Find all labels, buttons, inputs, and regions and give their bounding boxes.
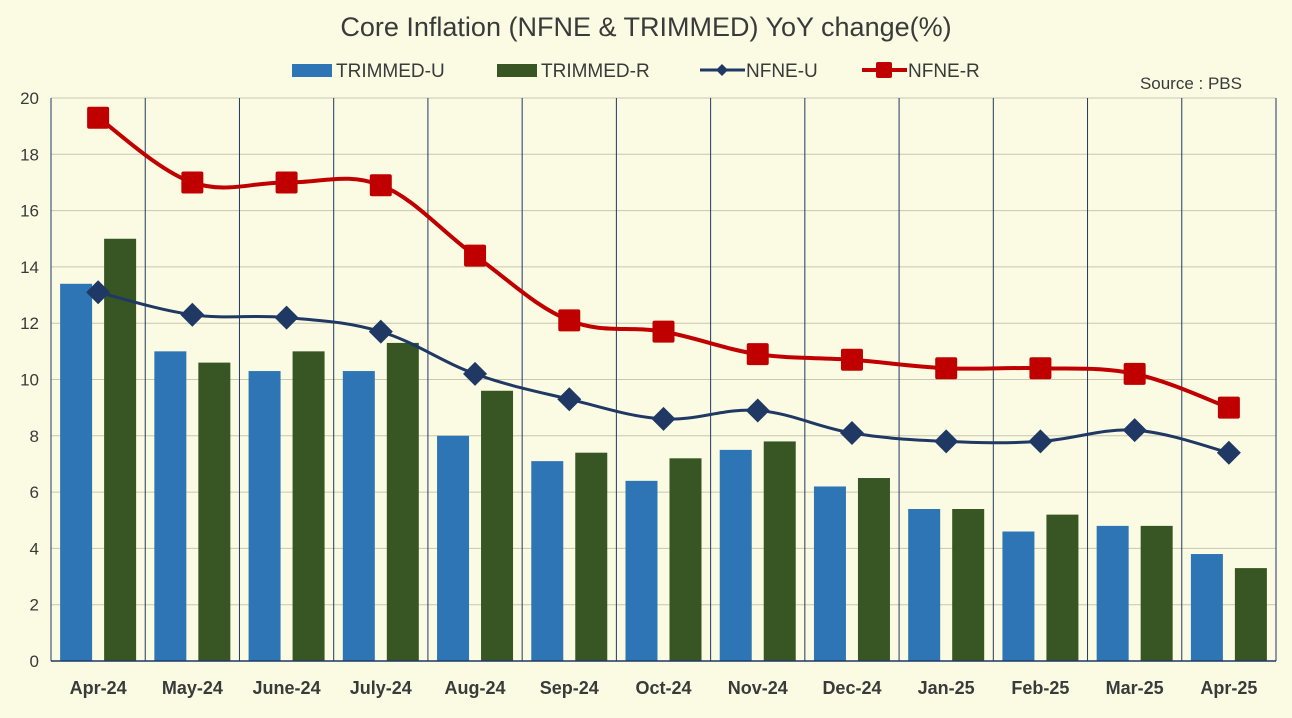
chart-title: Core Inflation (NFNE & TRIMMED) YoY chan… [340,12,951,42]
bar-trimmed-r [1234,568,1267,661]
bar-trimmed-u [625,480,658,661]
y-tick-label: 14 [20,258,39,277]
x-tick-label: Oct-24 [635,678,691,698]
point-nfne-u [368,319,393,344]
point-nfne-r [840,348,863,371]
bar-trimmed-r [952,508,985,661]
bar-trimmed-r [575,452,608,661]
point-nfne-r [652,320,675,343]
point-nfne-u [86,280,111,305]
bar-trimmed-r [481,390,514,661]
point-nfne-u [745,398,770,423]
x-tick-label: Apr-24 [70,678,127,698]
y-tick-label: 12 [20,314,39,333]
point-nfne-r [275,171,298,194]
legend: TRIMMED-U TRIMMED-R NFNE-U NFNE-R [292,61,980,82]
bar-trimmed-r [1140,525,1173,661]
point-nfne-u [1122,418,1147,443]
bar-trimmed-u [1002,531,1035,661]
y-tick-label: 16 [20,202,39,221]
point-nfne-r [87,106,110,129]
bar-trimmed-r [386,342,419,661]
point-nfne-u [463,361,488,386]
point-nfne-r [935,357,958,380]
x-tick-label: Jan-25 [918,678,975,698]
legend-swatch-trimmed-r [497,64,537,77]
bar-trimmed-u [154,351,187,661]
bar-trimmed-u [719,449,752,661]
legend-swatch-trimmed-u [292,64,332,77]
legend-label: NFNE-U [746,61,818,82]
legend-marker-nfne-u [716,64,728,76]
point-nfne-u [274,305,299,330]
x-tick-label: July-24 [350,678,412,698]
y-tick-label: 20 [20,89,39,108]
y-tick-label: 4 [30,539,39,558]
point-nfne-r [1123,362,1146,385]
bar-trimmed-u [60,283,93,661]
point-nfne-r [464,244,487,267]
legend-label: TRIMMED-R [541,61,650,82]
x-tick-label: June-24 [253,678,321,698]
x-tick-label: Feb-25 [1011,678,1069,698]
point-nfne-u [934,429,959,454]
point-nfne-r [1029,357,1052,380]
point-nfne-u [180,302,205,327]
bar-trimmed-r [292,351,325,661]
y-tick-label: 10 [20,371,39,390]
point-nfne-u [1028,429,1053,454]
bar-trimmed-r [1046,514,1079,661]
point-nfne-r [369,174,392,197]
bar-trimmed-u [1096,525,1129,661]
point-nfne-u [557,387,582,412]
legend-marker-nfne-r [876,62,892,78]
y-tick-label: 2 [30,596,39,615]
x-tick-label: Aug-24 [445,678,506,698]
bar-trimmed-u [248,371,281,661]
y-tick-label: 6 [30,483,39,502]
bar-trimmed-r [669,458,702,661]
bar-trimmed-r [857,478,890,661]
point-nfne-u [651,406,676,431]
bar-trimmed-u [813,486,846,661]
legend-label: NFNE-R [908,61,980,82]
x-tick-label: Dec-24 [822,678,881,698]
bar-trimmed-r [763,441,796,661]
y-tick-label: 0 [30,652,39,671]
y-tick-label: 18 [20,145,39,164]
x-tick-label: Mar-25 [1106,678,1164,698]
x-tick-label: May-24 [162,678,223,698]
point-nfne-u [839,420,864,445]
plot-area: 0 2 4 6 8 10 12 14 16 18 20 Apr-24 May-24 June-24 July… [20,89,1277,698]
bar-trimmed-u [1190,554,1223,661]
bar-trimmed-u [531,461,564,661]
y-tick-label: 8 [30,427,39,446]
x-tick-label: Sep-24 [540,678,599,698]
point-nfne-r [181,171,204,194]
point-nfne-u [1216,440,1241,465]
bar-trimmed-r [104,238,137,661]
x-tick-label: Apr-25 [1200,678,1257,698]
bar-trimmed-r [198,362,231,661]
x-tick-label: Nov-24 [728,678,788,698]
line-nfne-r [96,116,1230,410]
bar-trimmed-u [437,435,470,661]
bar-trimmed-u [908,508,941,661]
point-nfne-r [1217,396,1240,419]
source-note: Source : PBS [1140,74,1242,93]
bar-trimmed-u [342,371,375,661]
point-nfne-r [746,343,769,366]
legend-label: TRIMMED-U [336,61,445,82]
point-nfne-r [558,309,581,332]
